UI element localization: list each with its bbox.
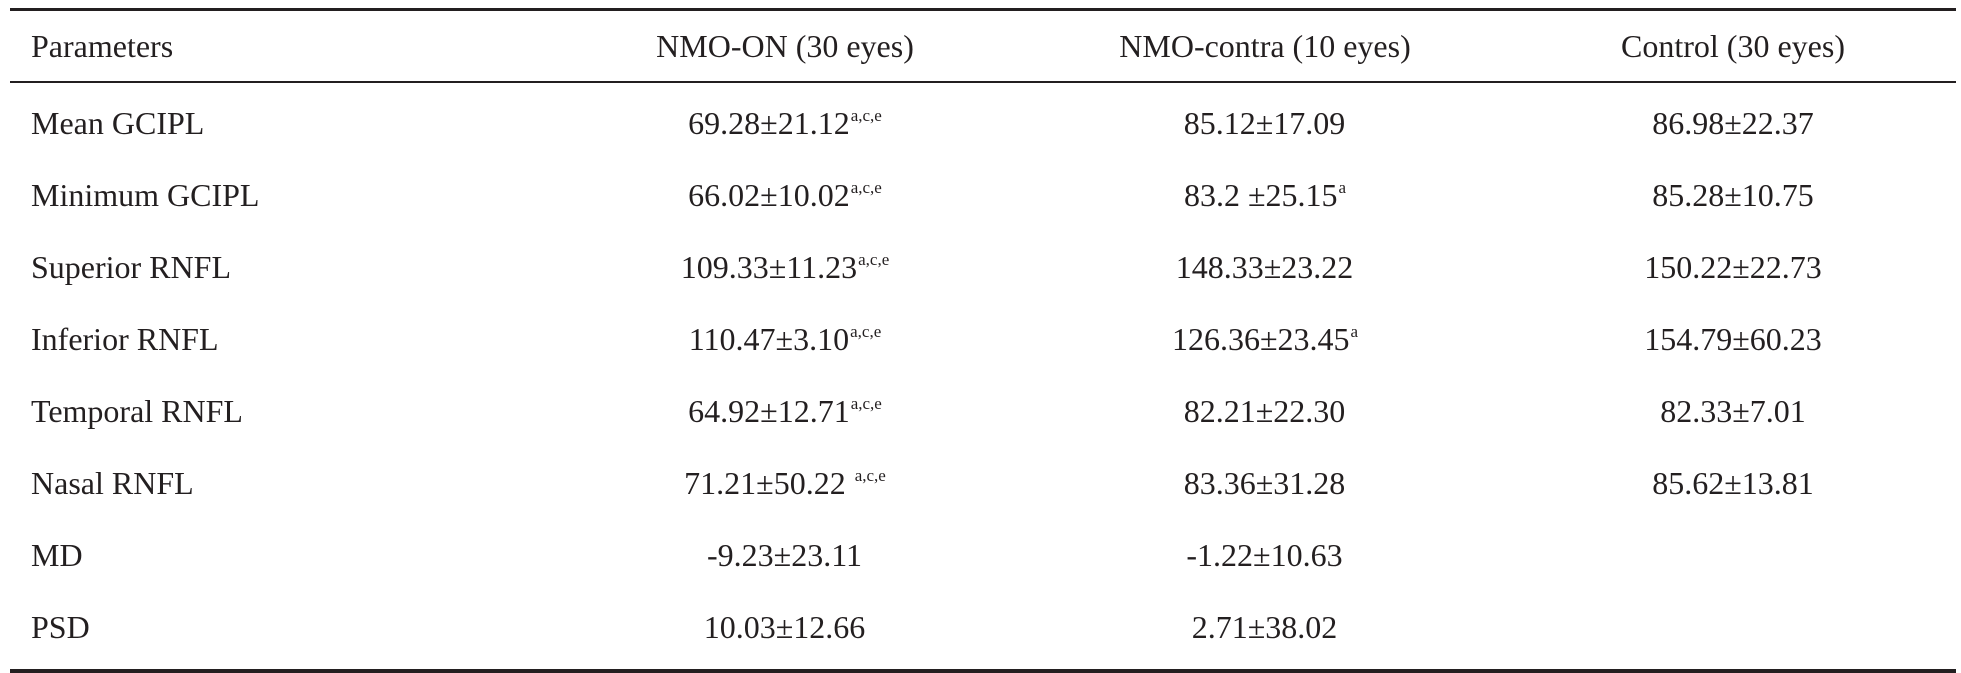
nmo-on-cell: 10.03±12.66	[703, 609, 866, 645]
control-cell: 86.98±22.37	[1652, 105, 1814, 141]
nmo-contra-cell: -1.22±10.63	[1186, 537, 1343, 573]
top-rule	[10, 8, 1956, 11]
header-nmo-contra: NMO-contra (10 eyes)	[1119, 28, 1411, 64]
nmo-on-cell: 66.02±10.02a,c,e	[688, 177, 882, 213]
nmo-on-cell: 69.28±21.12a,c,e	[688, 105, 882, 141]
control-cell: 150.22±22.73	[1644, 249, 1822, 285]
significance-superscript: a	[1338, 178, 1347, 197]
parameter-cell: Nasal RNFL	[31, 465, 194, 501]
table-row: PSD 10.03±12.66 2.71±38.02	[10, 591, 1956, 663]
nmo-on-cell: 71.21±50.22 a,c,e	[684, 465, 886, 501]
significance-superscript: a,c,e	[850, 394, 882, 413]
nmo-contra-cell: 83.2 ±25.15a	[1183, 177, 1347, 213]
header-parameters: Parameters	[31, 28, 174, 64]
significance-superscript: a,c,e	[850, 106, 882, 125]
table-row: Superior RNFL 109.33±11.23a,c,e 148.33±2…	[10, 231, 1956, 303]
significance-superscript: a,c,e	[850, 178, 882, 197]
nmo-contra-cell: 85.12±17.09	[1183, 105, 1346, 141]
control-cell: 154.79±60.23	[1644, 321, 1822, 357]
nmo-contra-cell: 148.33±23.22	[1175, 249, 1354, 285]
nmo-contra-cell: 83.36±31.28	[1183, 465, 1346, 501]
nmo-contra-cell: 126.36±23.45a	[1171, 321, 1359, 357]
parameter-cell: MD	[31, 537, 83, 573]
parameter-cell: Superior RNFL	[31, 249, 231, 285]
nmo-contra-cell: 82.21±22.30	[1183, 393, 1346, 429]
table-row: Temporal RNFL 64.92±12.71a,c,e 82.21±22.…	[10, 375, 1956, 447]
table-row: Inferior RNFL 110.47±3.10a,c,e 126.36±23…	[10, 303, 1956, 375]
significance-superscript: a,c,e	[858, 250, 890, 269]
control-cell: 82.33±7.01	[1660, 393, 1806, 429]
table-row: Minimum GCIPL 66.02±10.02a,c,e 83.2 ±25.…	[10, 159, 1956, 231]
header-nmo-on: NMO-ON (30 eyes)	[656, 28, 914, 64]
parameter-cell: PSD	[31, 609, 90, 645]
header-rule	[10, 81, 1956, 83]
significance-superscript: a,c,e	[850, 322, 882, 341]
nmo-on-cell: 64.92±12.71a,c,e	[688, 393, 882, 429]
table-row: Mean GCIPL 69.28±21.12a,c,e 85.12±17.09 …	[10, 87, 1956, 159]
table-row: Nasal RNFL 71.21±50.22 a,c,e 83.36±31.28…	[10, 447, 1956, 519]
table-header-row: Parameters NMO-ON (30 eyes) NMO-contra (…	[10, 11, 1956, 81]
significance-superscript: a	[1350, 322, 1359, 341]
parameter-cell: Inferior RNFL	[31, 321, 219, 357]
table-row: MD -9.23±23.11 -1.22±10.63	[10, 519, 1956, 591]
significance-superscript: a,c,e	[854, 466, 886, 485]
header-control: Control (30 eyes)	[1621, 28, 1845, 64]
bottom-rule	[10, 669, 1956, 673]
control-cell: 85.28±10.75	[1652, 177, 1814, 213]
parameter-cell: Mean GCIPL	[31, 105, 205, 141]
nmo-on-cell: -9.23±23.11	[706, 537, 863, 573]
control-cell: 85.62±13.81	[1652, 465, 1814, 501]
parameter-cell: Temporal RNFL	[31, 393, 243, 429]
nmo-on-cell: 109.33±11.23a,c,e	[680, 249, 890, 285]
data-table: Parameters NMO-ON (30 eyes) NMO-contra (…	[10, 8, 1956, 673]
nmo-on-cell: 110.47±3.10a,c,e	[688, 321, 882, 357]
parameter-cell: Minimum GCIPL	[31, 177, 260, 213]
nmo-contra-cell: 2.71±38.02	[1191, 609, 1338, 645]
